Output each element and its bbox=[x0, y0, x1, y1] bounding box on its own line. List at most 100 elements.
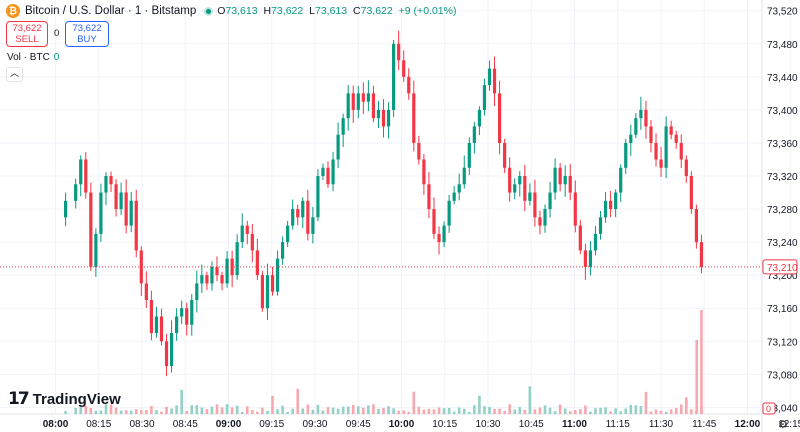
volume-bar bbox=[664, 411, 668, 414]
volume-bar bbox=[245, 406, 249, 414]
tradingview-wordmark: TradingView bbox=[32, 390, 121, 408]
buy-button[interactable]: 73,622 BUY bbox=[65, 21, 109, 47]
candle bbox=[361, 93, 365, 102]
volume-bar bbox=[139, 410, 143, 414]
spread-value: 0 bbox=[54, 28, 60, 39]
volume-bar bbox=[488, 406, 491, 414]
volume-bar bbox=[422, 409, 426, 414]
candle bbox=[452, 192, 456, 201]
volume-bar bbox=[296, 388, 300, 414]
candle bbox=[432, 209, 436, 234]
volume-bar bbox=[311, 409, 315, 414]
candle bbox=[134, 200, 138, 251]
time-tick-label: 10:15 bbox=[432, 419, 457, 430]
volume-bar bbox=[145, 410, 148, 414]
candle bbox=[603, 200, 608, 218]
price-tick-label: 73,440 bbox=[767, 73, 798, 84]
volume-bar bbox=[573, 410, 577, 414]
volume-bar bbox=[685, 397, 688, 414]
volume-bar bbox=[261, 407, 264, 414]
candle bbox=[497, 93, 502, 143]
volume-bar bbox=[417, 406, 421, 414]
candle bbox=[674, 134, 678, 143]
time-tick-label: 09:00 bbox=[216, 419, 242, 430]
volume-bar bbox=[114, 407, 118, 414]
volume-bar bbox=[690, 409, 693, 414]
candle bbox=[280, 242, 285, 259]
candle bbox=[210, 266, 214, 284]
volume-bar bbox=[437, 407, 441, 414]
volume-bar bbox=[579, 409, 582, 414]
candle bbox=[104, 176, 108, 193]
candle bbox=[114, 184, 118, 210]
time-tick-label: 10:00 bbox=[389, 419, 415, 430]
candle bbox=[523, 176, 527, 201]
volume-bar bbox=[99, 410, 103, 414]
candle bbox=[644, 109, 648, 127]
volume-bar bbox=[619, 411, 623, 414]
volume-bar bbox=[377, 408, 380, 414]
candle bbox=[513, 184, 517, 193]
price-tick-label: 73,160 bbox=[767, 304, 798, 315]
candle bbox=[664, 126, 668, 168]
candle bbox=[553, 167, 557, 193]
candle bbox=[629, 134, 633, 143]
candle bbox=[296, 209, 300, 218]
volume-bar bbox=[251, 410, 254, 414]
sell-button[interactable]: 73,622 SELL bbox=[6, 21, 48, 47]
volume-bar bbox=[124, 410, 128, 414]
volume-bar bbox=[205, 409, 209, 414]
chevron-up-icon[interactable]: ︿ bbox=[6, 67, 23, 82]
candle bbox=[225, 258, 229, 284]
candle bbox=[240, 225, 244, 243]
time-tick-label: 08:00 bbox=[43, 419, 69, 430]
volume-bar bbox=[659, 410, 663, 414]
candle bbox=[482, 85, 487, 110]
volume-bar bbox=[644, 391, 648, 414]
symbol-title[interactable]: Bitcoin / U.S. Dollar · 1 · Bitstamp bbox=[25, 5, 197, 17]
high-value: 73,622 bbox=[271, 5, 304, 17]
volume-bar bbox=[609, 411, 612, 414]
last-price-label: 73,210 bbox=[767, 263, 798, 274]
candle bbox=[699, 242, 704, 267]
candle bbox=[492, 68, 497, 94]
candle bbox=[351, 93, 355, 110]
candle bbox=[477, 109, 482, 127]
volume-bar bbox=[498, 408, 501, 414]
time-tick-label: 09:30 bbox=[302, 419, 327, 430]
volume-bar bbox=[64, 411, 67, 414]
candle bbox=[164, 341, 169, 367]
candle bbox=[311, 217, 315, 234]
candle bbox=[200, 275, 204, 284]
volume-zero-label: 0 bbox=[766, 404, 771, 414]
volume-bar bbox=[129, 410, 133, 414]
price-tick-label: 73,040 bbox=[767, 403, 798, 414]
volume-bar bbox=[321, 410, 325, 414]
volume-bar bbox=[84, 405, 88, 414]
volume-bar bbox=[614, 408, 617, 414]
candle bbox=[195, 283, 199, 300]
volume-bar bbox=[639, 405, 643, 414]
volume-bar bbox=[155, 410, 158, 414]
volume-bar bbox=[336, 408, 340, 414]
candle bbox=[64, 200, 68, 218]
price-tick-label: 73,240 bbox=[767, 238, 798, 249]
volume-bar bbox=[346, 406, 350, 414]
candle bbox=[392, 43, 396, 110]
volume-bar bbox=[266, 410, 269, 414]
volume-bar bbox=[362, 407, 365, 414]
gear-icon[interactable]: ⚙ bbox=[778, 418, 788, 431]
volume-bar bbox=[468, 411, 471, 414]
candle bbox=[588, 250, 593, 267]
volume-bar bbox=[629, 405, 633, 414]
candle bbox=[518, 176, 522, 185]
candle bbox=[558, 167, 562, 185]
tradingview-logo[interactable]: 17 TradingView bbox=[8, 389, 121, 409]
time-tick-label: 10:45 bbox=[519, 419, 544, 430]
volume-bar bbox=[513, 409, 517, 414]
volume-bar bbox=[316, 404, 320, 414]
candle bbox=[422, 159, 426, 185]
volume-value: 0 bbox=[53, 52, 60, 63]
close-value: 73,622 bbox=[360, 5, 393, 17]
